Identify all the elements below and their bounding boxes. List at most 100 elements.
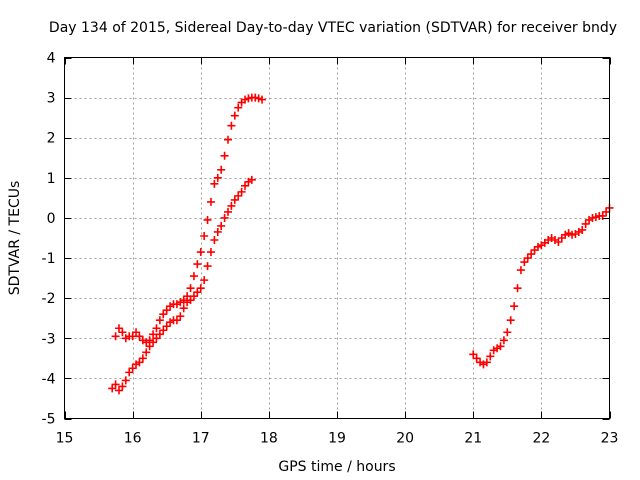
data-point <box>206 248 215 257</box>
data-point <box>227 121 236 130</box>
data-point <box>196 248 205 257</box>
data-point <box>237 187 246 196</box>
data-point <box>217 165 226 174</box>
data-point <box>258 95 267 104</box>
x-tick-label: 16 <box>124 431 142 447</box>
data-point <box>472 354 481 363</box>
y-axis-label: SDTVAR / TECUs <box>7 181 23 296</box>
data-point <box>152 334 161 343</box>
data-point <box>224 135 232 144</box>
data-point <box>189 272 198 281</box>
series-segment-1-lower <box>108 175 256 395</box>
y-tick-label: -3 <box>42 331 56 347</box>
y-tick-label: 3 <box>47 91 56 107</box>
data-point <box>234 103 243 112</box>
data-point <box>186 284 195 293</box>
series-segment-1-upper <box>111 93 267 347</box>
data-point <box>111 380 120 389</box>
data-point <box>224 207 232 216</box>
data-point <box>217 221 226 230</box>
data-point <box>138 354 147 363</box>
grid-lines <box>64 57 610 419</box>
data-point <box>115 386 123 395</box>
data-point <box>227 201 236 210</box>
y-tick-label: 1 <box>47 171 56 187</box>
data-point <box>200 276 209 285</box>
data-point <box>230 111 239 120</box>
data-point <box>118 328 127 337</box>
data-point <box>186 296 195 305</box>
data-point <box>482 358 491 367</box>
data-point <box>128 332 137 341</box>
data-point <box>220 151 229 160</box>
data-point <box>486 352 495 361</box>
x-tick-label: 22 <box>532 431 550 447</box>
chart-title: Day 134 of 2015, Sidereal Day-to-day VTE… <box>49 20 617 36</box>
data-point <box>121 376 130 385</box>
data-point <box>523 254 532 263</box>
data-point <box>506 316 515 325</box>
data-point <box>159 326 168 335</box>
data-point <box>554 238 563 247</box>
data-point <box>108 384 117 393</box>
data-point <box>210 236 219 245</box>
x-tick-label: 23 <box>601 431 619 447</box>
x-tick-label: 21 <box>464 431 482 447</box>
data-point <box>513 284 522 293</box>
data-point <box>602 207 611 216</box>
data-point <box>193 288 202 297</box>
data-points <box>108 93 614 395</box>
data-point <box>469 350 478 359</box>
data-point <box>247 175 256 184</box>
data-point <box>159 310 168 319</box>
y-tick-label: -5 <box>42 412 56 428</box>
data-point <box>200 231 209 240</box>
data-point <box>581 219 590 228</box>
data-point <box>510 302 519 311</box>
data-point <box>152 324 161 333</box>
data-point <box>496 342 505 351</box>
x-tick-labels: 15 16 17 18 19 20 21 22 23 <box>56 431 619 447</box>
data-point <box>503 328 512 337</box>
x-tick-label: 18 <box>260 431 278 447</box>
data-point <box>132 328 141 337</box>
data-point <box>162 306 171 315</box>
data-point <box>499 336 508 345</box>
axis-ticks <box>64 57 611 420</box>
data-point <box>241 181 250 190</box>
y-tick-label: -2 <box>42 291 56 307</box>
x-axis-label: GPS time / hours <box>278 459 395 475</box>
x-tick-label: 15 <box>56 431 74 447</box>
series-segment-2 <box>469 203 614 369</box>
data-point <box>203 215 212 224</box>
x-tick-label: 17 <box>192 431 210 447</box>
data-point <box>189 292 198 301</box>
data-point <box>118 382 127 391</box>
x-tick-label: 20 <box>396 431 414 447</box>
data-point <box>135 332 144 341</box>
data-point <box>520 258 529 267</box>
data-point <box>135 358 144 367</box>
y-tick-label: 0 <box>47 211 56 227</box>
data-point <box>206 197 215 206</box>
y-tick-label: 2 <box>47 131 56 147</box>
data-point <box>172 316 181 325</box>
data-point <box>203 262 212 271</box>
data-point <box>193 260 202 269</box>
y-tick-label: 4 <box>47 51 56 67</box>
data-point <box>516 266 525 275</box>
data-point <box>149 330 158 339</box>
y-tick-label: -1 <box>42 251 56 267</box>
data-point <box>128 364 137 373</box>
data-point <box>149 338 158 347</box>
data-point <box>111 332 120 341</box>
data-point <box>234 191 243 200</box>
data-point <box>527 250 536 259</box>
data-point <box>213 173 222 182</box>
x-tick-label: 19 <box>328 431 346 447</box>
y-tick-label: -4 <box>42 371 56 387</box>
data-point <box>179 304 188 313</box>
data-point <box>196 284 205 293</box>
data-point <box>220 213 229 222</box>
